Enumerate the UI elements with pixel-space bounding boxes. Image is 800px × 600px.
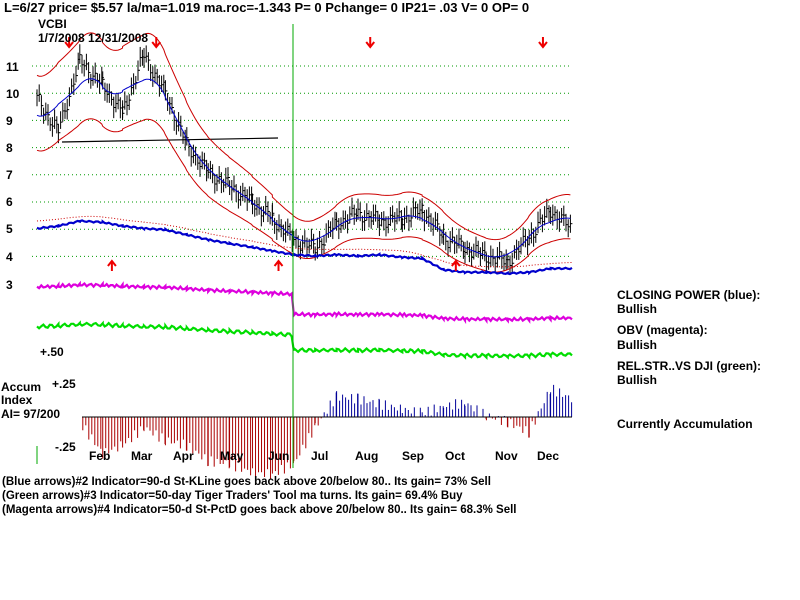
closing-power-ma-line xyxy=(36,215,572,268)
support-line xyxy=(61,137,279,143)
lower-band-line xyxy=(36,118,571,273)
y-tick-6: 6 xyxy=(6,195,13,209)
month-label-apr: Apr xyxy=(173,449,194,463)
y-tick-4: 4 xyxy=(6,250,13,264)
y-tick-7: 7 xyxy=(6,168,13,182)
month-label-jun: Jun xyxy=(268,449,290,463)
closing-power-title: CLOSING POWER (blue): xyxy=(617,288,761,302)
ticker-symbol: VCBI xyxy=(38,17,67,31)
closing-power-line xyxy=(36,219,573,276)
upper-band-line xyxy=(36,32,571,241)
obv-line xyxy=(36,280,573,325)
y-tick-5: 5 xyxy=(6,222,13,236)
relstr-value: Bullish xyxy=(617,373,658,387)
y-tick-11: 11 xyxy=(6,60,19,74)
footer-blue-arrows: (Blue arrows)#2 Indicator=90-d St-KLine … xyxy=(2,476,491,488)
buy-arrow-icon xyxy=(451,259,461,271)
header-readout: L=6/27 price= $5.57 la/ma=1.019 ma.roc=-… xyxy=(4,0,530,15)
footer-magenta-arrows: (Magenta arrows)#4 Indicator=50-d St-Pct… xyxy=(2,504,517,516)
buy-arrow-icon xyxy=(107,259,117,271)
sell-arrow-icon xyxy=(64,37,74,49)
price-gridlines xyxy=(32,65,572,257)
month-label-mar: Mar xyxy=(131,449,153,463)
month-label-feb: Feb xyxy=(89,449,111,463)
date-range: 1/7/2008 12/31/2008 xyxy=(38,31,149,45)
sell-arrow-icon xyxy=(151,37,162,49)
y-tick-9: 9 xyxy=(6,114,13,128)
closing-power-value: Bullish xyxy=(617,302,658,316)
moving-average-line xyxy=(36,78,571,258)
accum-label-1: Accum xyxy=(1,380,42,394)
month-label-oct: Oct xyxy=(445,449,466,463)
month-label-aug: Aug xyxy=(355,449,379,463)
month-label-dec: Dec xyxy=(537,449,560,463)
sell-arrow-icon xyxy=(365,37,376,49)
y-tick-3: 3 xyxy=(6,278,13,292)
month-label-sep: Sep xyxy=(402,449,425,463)
month-label-jul: Jul xyxy=(311,449,329,463)
footer-green-arrows: (Green arrows)#3 Indicator=50-day Tiger … xyxy=(2,490,463,502)
rel-strength-line xyxy=(36,320,573,361)
buy-arrow-icon xyxy=(273,259,284,271)
accum-label-ai: AI= 97/200 xyxy=(1,407,61,421)
sell-arrow-icon xyxy=(538,37,548,49)
price-bars xyxy=(36,44,573,275)
relstr-title: REL.STR..VS DJI (green): xyxy=(617,359,762,373)
month-label-nov: Nov xyxy=(495,449,518,463)
accum-tick-minus25: -.25 xyxy=(55,440,76,454)
signal-arrows xyxy=(64,37,548,271)
obv-value: Bullish xyxy=(617,338,658,352)
y-tick-8: 8 xyxy=(6,141,13,155)
indicator-lines xyxy=(36,32,573,361)
obv-title: OBV (magenta): xyxy=(617,323,708,337)
accum-index-histogram xyxy=(82,384,573,480)
y-tick-10: 10 xyxy=(6,87,20,101)
month-label-may: May xyxy=(220,449,244,463)
accum-tick-plus25: +.25 xyxy=(52,377,76,391)
accum-label-2: Index xyxy=(1,393,33,407)
accum-tick-plus50: +.50 xyxy=(40,345,64,359)
accum-status: Currently Accumulation xyxy=(617,417,753,431)
